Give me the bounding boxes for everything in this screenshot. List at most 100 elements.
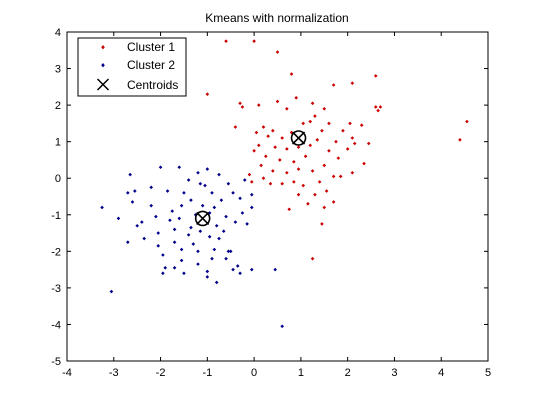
data-point-cluster-2 — [200, 203, 205, 208]
data-point-cluster-2 — [182, 191, 186, 195]
data-point-cluster-2 — [242, 178, 247, 182]
data-point-cluster-1 — [308, 143, 313, 148]
data-point-cluster-2 — [214, 280, 219, 285]
data-point-cluster-1 — [322, 205, 327, 210]
data-point-cluster-1 — [256, 143, 261, 148]
data-point-cluster-2 — [126, 240, 130, 244]
data-point-cluster-1 — [315, 138, 320, 142]
data-point-cluster-1 — [313, 114, 317, 118]
data-point-cluster-1 — [310, 101, 315, 106]
legend-marker-cluster-2 — [101, 63, 105, 68]
x-tick-label: -4 — [62, 367, 72, 379]
data-point-cluster-2 — [198, 229, 203, 234]
data-point-cluster-1 — [341, 128, 345, 133]
centroid-marker — [290, 130, 307, 146]
data-point-cluster-1 — [301, 183, 306, 188]
data-point-cluster-1 — [327, 149, 331, 153]
data-point-cluster-1 — [465, 119, 469, 124]
data-point-cluster-1 — [348, 121, 352, 126]
y-tick-label: -3 — [51, 283, 61, 295]
data-point-cluster-1 — [331, 200, 336, 204]
data-point-cluster-1 — [275, 50, 280, 54]
data-point-cluster-1 — [350, 136, 355, 140]
data-point-cluster-1 — [224, 39, 228, 43]
y-tick-label: -4 — [51, 319, 61, 331]
legend-marker-centroids — [96, 78, 110, 91]
data-point-cluster-2 — [273, 267, 277, 272]
data-point-cluster-1 — [238, 101, 242, 106]
data-point-cluster-2 — [128, 172, 132, 177]
data-point-cluster-1 — [247, 172, 252, 177]
data-point-cluster-1 — [345, 147, 350, 151]
data-point-cluster-2 — [210, 191, 214, 195]
data-point-cluster-2 — [205, 269, 210, 274]
data-point-cluster-2 — [226, 249, 231, 254]
legend-label-cluster-1: Cluster 1 — [127, 40, 175, 54]
data-point-cluster-1 — [271, 128, 275, 133]
data-point-cluster-1 — [331, 83, 336, 87]
x-tick-label: 2 — [345, 367, 351, 379]
data-point-cluster-1 — [373, 105, 378, 109]
data-point-cluster-1 — [320, 222, 324, 226]
x-tick-label: -1 — [202, 367, 212, 379]
data-point-cluster-2 — [231, 267, 235, 272]
data-point-cluster-1 — [331, 174, 336, 179]
data-point-cluster-2 — [217, 172, 221, 177]
data-point-cluster-1 — [296, 145, 301, 149]
y-tick-label: 0 — [55, 173, 61, 185]
data-point-cluster-1 — [324, 189, 329, 193]
data-point-cluster-2 — [177, 216, 182, 221]
data-point-cluster-1 — [322, 163, 327, 168]
data-point-cluster-2 — [100, 205, 104, 210]
data-point-cluster-1 — [338, 174, 343, 179]
data-point-cluster-1 — [292, 159, 296, 164]
legend-marker-cluster-1 — [101, 45, 105, 50]
data-point-cluster-2 — [203, 183, 207, 188]
data-point-cluster-1 — [261, 176, 266, 181]
data-point-cluster-1 — [240, 105, 245, 109]
data-point-cluster-1 — [350, 170, 355, 175]
data-point-cluster-2 — [170, 209, 175, 213]
data-point-cluster-2 — [186, 233, 191, 237]
data-point-cluster-1 — [280, 181, 284, 186]
data-point-cluster-2 — [235, 264, 240, 268]
data-point-cluster-2 — [179, 203, 184, 208]
data-point-cluster-1 — [373, 74, 378, 78]
data-point-cluster-1 — [296, 192, 301, 197]
data-point-cluster-2 — [238, 196, 242, 201]
y-tick-label: -5 — [51, 356, 61, 368]
x-tick-label: 4 — [438, 367, 444, 379]
data-point-cluster-2 — [158, 165, 163, 170]
data-point-cluster-2 — [221, 229, 226, 234]
data-point-cluster-2 — [177, 165, 182, 170]
data-point-cluster-2 — [109, 289, 114, 294]
data-point-cluster-2 — [249, 192, 254, 197]
data-point-cluster-2 — [240, 211, 245, 215]
data-point-cluster-1 — [313, 192, 317, 197]
data-point-cluster-1 — [322, 106, 327, 111]
data-point-cluster-2 — [245, 222, 249, 226]
data-point-cluster-2 — [217, 236, 221, 241]
data-point-cluster-2 — [149, 203, 153, 208]
data-point-cluster-1 — [264, 154, 268, 159]
data-points — [100, 39, 469, 329]
data-point-cluster-1 — [249, 180, 254, 184]
data-point-cluster-2 — [172, 240, 177, 244]
data-point-cluster-1 — [327, 121, 331, 126]
centroid-markers — [194, 130, 307, 227]
x-tick-label: -2 — [156, 367, 166, 379]
data-point-cluster-1 — [278, 158, 282, 162]
data-point-cluster-2 — [212, 205, 217, 210]
data-point-cluster-2 — [156, 231, 161, 235]
data-point-cluster-1 — [362, 161, 366, 166]
y-tick-label: -2 — [51, 246, 61, 258]
data-point-cluster-2 — [179, 258, 184, 263]
data-point-cluster-1 — [275, 99, 280, 104]
data-point-cluster-2 — [161, 271, 165, 276]
data-point-cluster-1 — [294, 96, 299, 100]
x-tick-label: 1 — [298, 367, 304, 379]
data-point-cluster-1 — [273, 145, 277, 149]
data-point-cluster-1 — [280, 136, 284, 140]
data-point-cluster-1 — [301, 121, 306, 126]
